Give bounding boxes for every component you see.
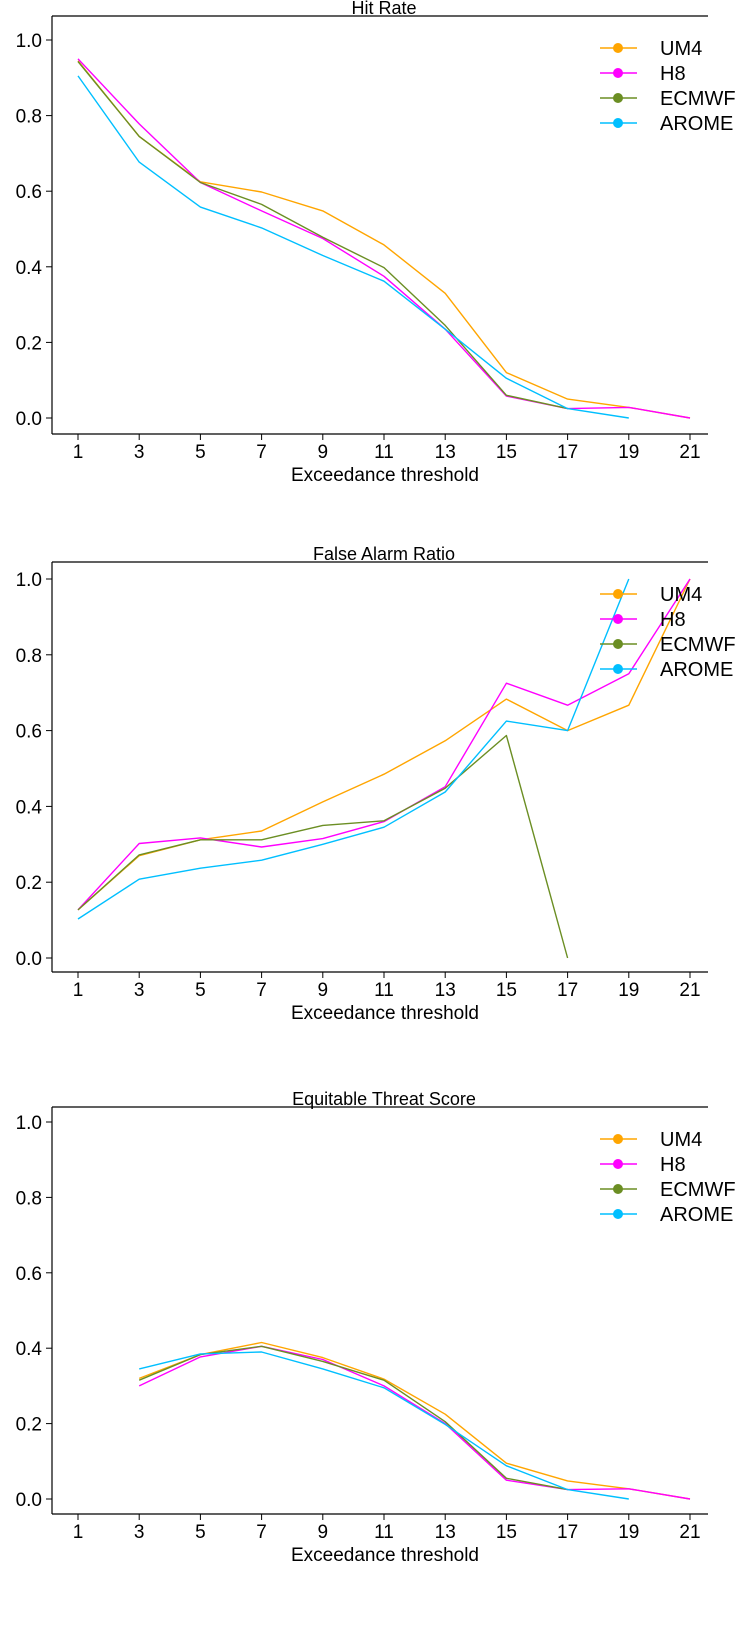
y-tick-label: 0.2 xyxy=(16,333,42,354)
legend-swatch-marker xyxy=(613,664,623,674)
legend-label: H8 xyxy=(660,63,686,85)
chart-title: Equitable Threat Score xyxy=(292,1089,476,1109)
series-line-h8 xyxy=(138,1345,691,1500)
x-tick-label: 17 xyxy=(557,442,578,463)
y-tick-label: 0.2 xyxy=(16,873,42,894)
legend-label: AROME xyxy=(660,113,733,135)
series-line-arome xyxy=(139,1351,629,1500)
legend-label: ECMWF xyxy=(660,634,736,656)
x-tick-label: 3 xyxy=(134,442,145,463)
y-tick-label: 0.2 xyxy=(16,1415,42,1436)
legend-swatch-marker xyxy=(613,43,623,53)
x-tick-label: 3 xyxy=(134,980,145,1001)
y-tick-label: 0.4 xyxy=(16,797,43,818)
x-tick-label: 7 xyxy=(256,980,267,1001)
x-tick-label: 21 xyxy=(679,980,700,1001)
x-tick-label: 13 xyxy=(435,1522,456,1543)
x-tick-label: 21 xyxy=(679,1522,700,1543)
y-tick-label: 1.0 xyxy=(16,570,42,591)
legend-label: UM4 xyxy=(660,1129,702,1151)
x-tick-label: 17 xyxy=(557,980,578,1001)
y-tick-label: 1.0 xyxy=(16,1113,42,1134)
x-tick-label: 19 xyxy=(618,1522,639,1543)
series-line-h8 xyxy=(77,578,691,911)
series-line-um4 xyxy=(77,578,691,911)
x-tick-label: 15 xyxy=(496,980,517,1001)
y-tick-label: 0.4 xyxy=(16,258,43,279)
x-tick-label: 3 xyxy=(134,1522,145,1543)
y-tick-label: 1.0 xyxy=(16,31,42,52)
legend-label: AROME xyxy=(660,659,733,681)
series-line-um4 xyxy=(77,60,691,419)
x-tick-label: 11 xyxy=(374,1522,394,1543)
chart-title: False Alarm Ratio xyxy=(313,544,455,564)
x-tick-label: 15 xyxy=(496,1522,517,1543)
legend-swatch-marker xyxy=(613,589,623,599)
y-tick-label: 0.8 xyxy=(16,1188,42,1209)
legend-label: UM4 xyxy=(660,38,702,60)
x-tick-label: 5 xyxy=(195,980,206,1001)
x-tick-label: 7 xyxy=(256,1522,267,1543)
x-tick-label: 5 xyxy=(195,442,206,463)
y-tick-label: 0.0 xyxy=(16,409,42,430)
y-tick-label: 0.6 xyxy=(16,722,42,743)
equitable-threat-score-chart: Equitable Threat Score 0.0 0.2 0.4 0.6 0.8 1.0… xyxy=(16,1089,736,1566)
legend-swatch-marker xyxy=(613,1209,623,1219)
series-line-h8 xyxy=(77,58,691,419)
x-tick-label: 9 xyxy=(318,1522,329,1543)
x-tick-label: 19 xyxy=(618,980,639,1001)
legend-swatch-marker xyxy=(613,614,623,624)
legend-label: UM4 xyxy=(660,584,702,606)
y-tick-label: 0.0 xyxy=(16,949,42,970)
y-tick-label: 0.8 xyxy=(16,107,42,128)
legend-swatch-marker xyxy=(613,93,623,103)
x-axis-title: Exceedance threshold xyxy=(291,1003,479,1024)
x-tick-label: 7 xyxy=(256,442,267,463)
legend-swatch-marker xyxy=(613,68,623,78)
x-tick-label: 13 xyxy=(435,442,456,463)
x-tick-label: 21 xyxy=(679,442,700,463)
y-tick-label: 0.4 xyxy=(16,1339,43,1360)
y-tick-label: 0.6 xyxy=(16,182,42,203)
x-tick-label: 11 xyxy=(374,442,394,463)
x-tick-label: 15 xyxy=(496,442,517,463)
legend-swatch-marker xyxy=(613,1159,623,1169)
x-tick-label: 1 xyxy=(73,980,84,1001)
y-tick-label: 0.0 xyxy=(16,1490,42,1511)
legend-label: ECMWF xyxy=(660,88,736,110)
y-tick-label: 0.6 xyxy=(16,1264,42,1285)
legend-swatch-marker xyxy=(613,118,623,128)
legend-swatch-marker xyxy=(613,639,623,649)
legend-label: H8 xyxy=(660,1154,686,1176)
x-tick-label: 19 xyxy=(618,442,639,463)
series-line-arome xyxy=(77,75,629,419)
series-line-ecmwf xyxy=(77,61,568,410)
legend-swatch-marker xyxy=(613,1184,623,1194)
x-axis-title: Exceedance threshold xyxy=(291,1545,479,1566)
chart-title: Hit Rate xyxy=(351,0,416,18)
legend-label: AROME xyxy=(660,1204,733,1226)
series-line-arome xyxy=(77,578,630,920)
x-tick-label: 1 xyxy=(73,1522,84,1543)
legend-swatch-marker xyxy=(613,1134,623,1144)
x-tick-label: 17 xyxy=(557,1522,578,1543)
series-line-ecmwf xyxy=(77,734,569,959)
series-line-um4 xyxy=(138,1341,691,1500)
y-tick-label: 0.8 xyxy=(16,646,42,667)
legend-label: ECMWF xyxy=(660,1179,736,1201)
x-tick-label: 11 xyxy=(374,980,394,1001)
x-axis-title: Exceedance threshold xyxy=(291,465,479,486)
x-tick-label: 13 xyxy=(435,980,456,1001)
x-tick-label: 5 xyxy=(195,1522,206,1543)
x-tick-label: 9 xyxy=(318,442,329,463)
x-tick-label: 1 xyxy=(73,442,84,463)
legend-label: H8 xyxy=(660,609,686,631)
x-tick-label: 9 xyxy=(318,980,329,1001)
